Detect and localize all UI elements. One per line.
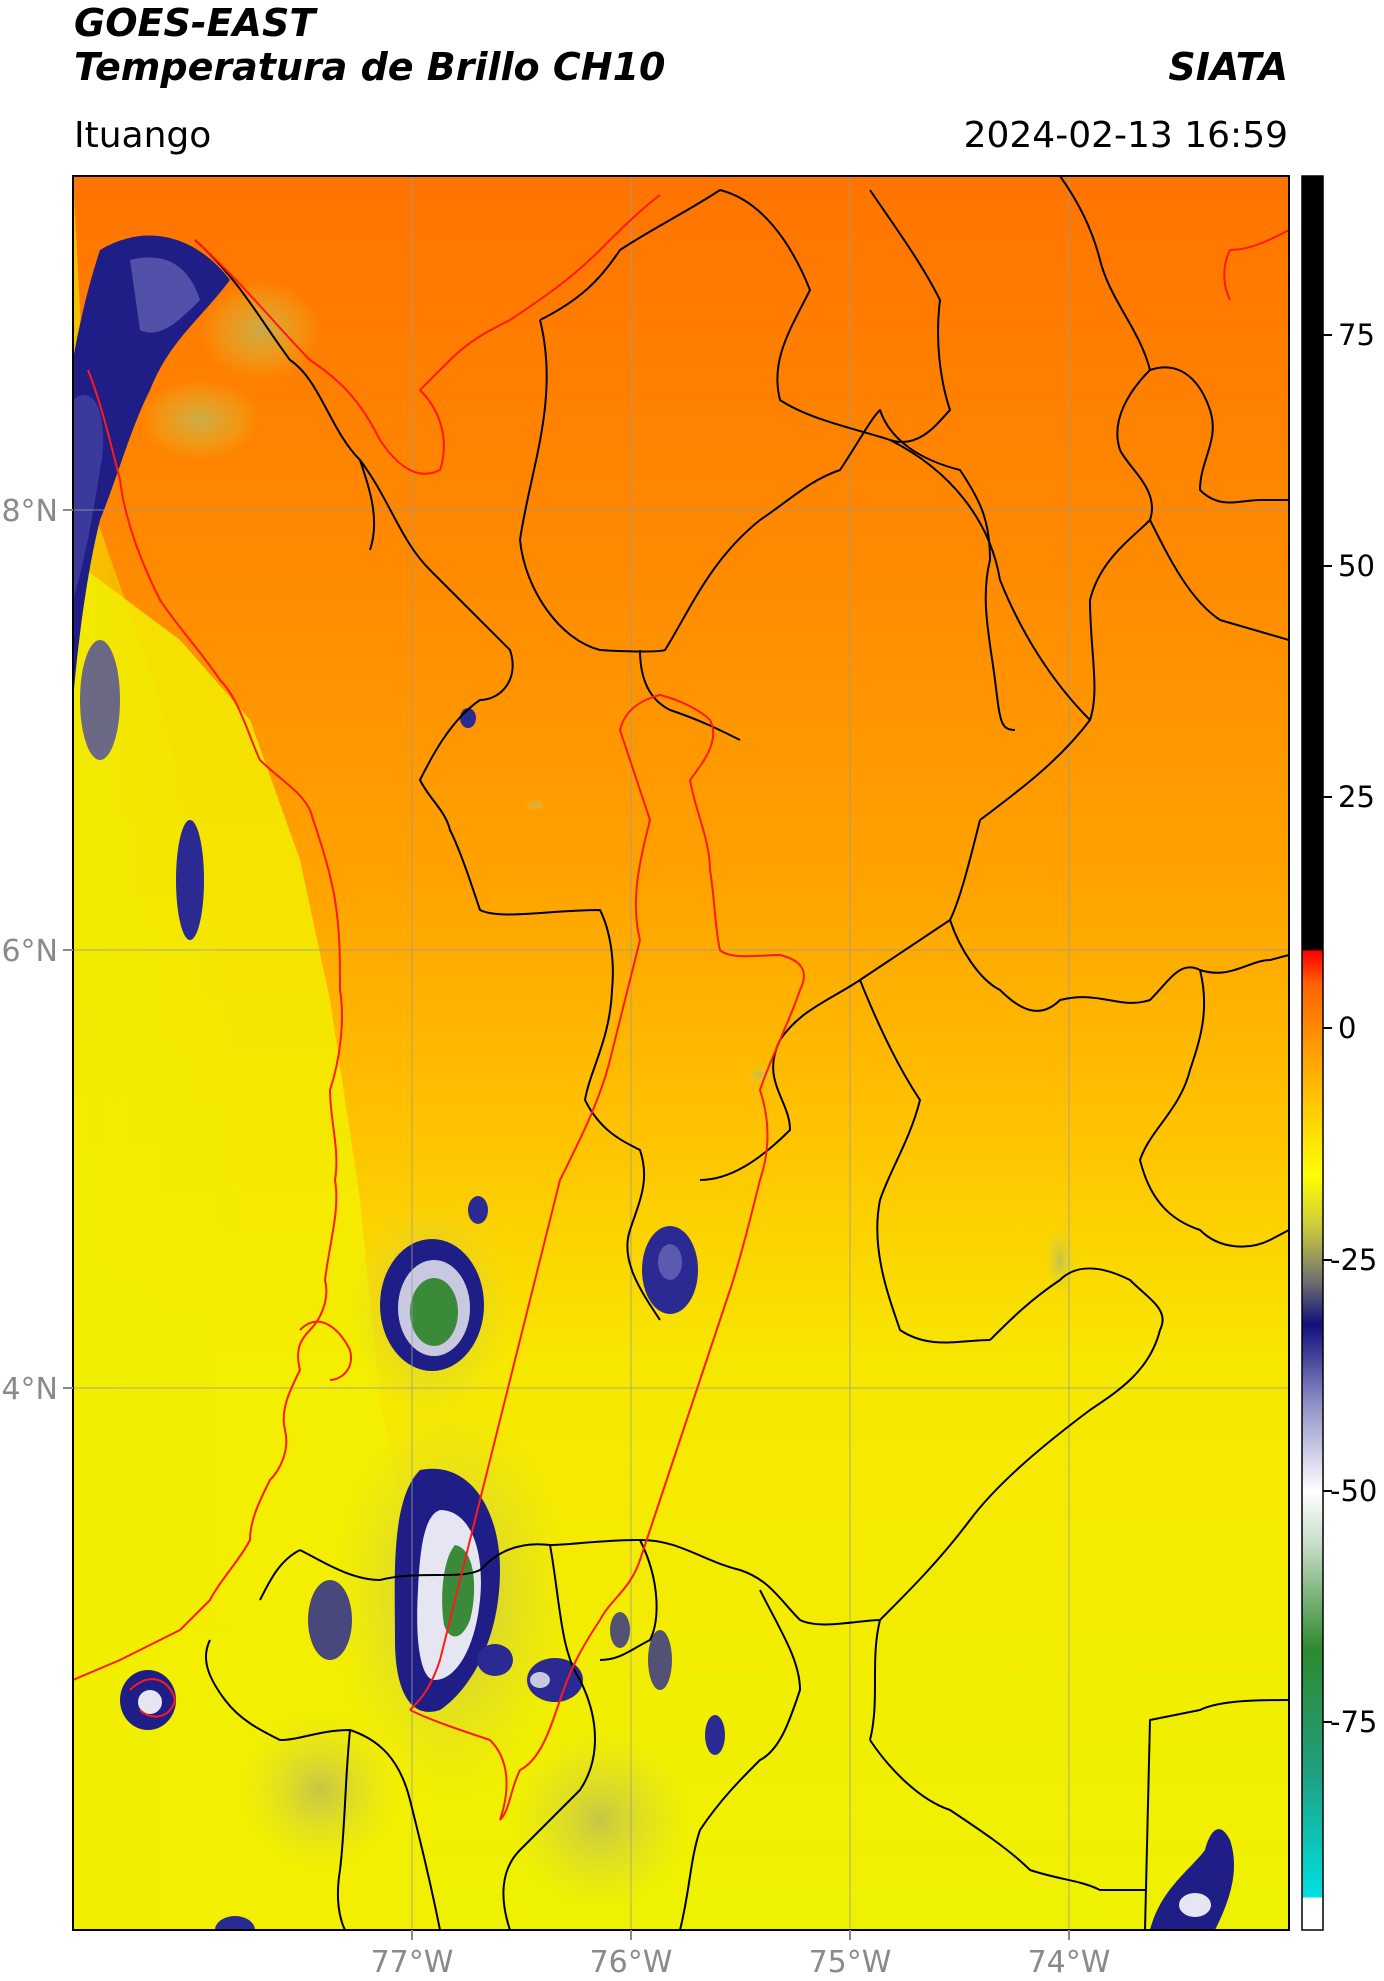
- cloud-cluster-south: [120, 1400, 725, 1930]
- colorbar-tick-label: 75: [1338, 318, 1375, 352]
- cloud-cluster-northwest: [73, 235, 320, 940]
- lon-tick-label: 75°W: [809, 1945, 892, 1980]
- colorbar-tick-label: 0: [1338, 1011, 1356, 1045]
- title-line-2: Temperatura de Brillo CH10: [74, 45, 666, 89]
- cloud-cluster-center-west: [348, 1200, 698, 1420]
- colorbar-tick-label: -75: [1330, 1705, 1377, 1739]
- longitude-ticks: 77°W 76°W 75°W 74°W: [371, 1930, 1111, 1980]
- cloud-cluster-southeast: [1150, 1829, 1235, 1930]
- title-line-1: GOES-EAST: [74, 1, 316, 45]
- coastline-and-basin: [73, 194, 1289, 1821]
- colorbar-tick-label: 50: [1338, 549, 1375, 583]
- colorbar: 75 50 25 0 -25 -50 -75: [1301, 175, 1377, 1931]
- datetime-label: 2024-02-13 16:59: [963, 115, 1288, 156]
- colorbar-tick-label: -50: [1330, 1474, 1377, 1508]
- map-frame: [72, 175, 1290, 1931]
- latitude-ticks: 8°N 6°N 4°N: [1, 494, 73, 1407]
- department-boundaries: [194, 176, 1289, 1930]
- colorbar-tick-label: 25: [1338, 780, 1375, 814]
- lat-tick-label: 6°N: [1, 934, 58, 969]
- colorbar-tick-label: -25: [1330, 1243, 1377, 1277]
- lon-tick-label: 74°W: [1028, 1945, 1111, 1980]
- lat-tick-label: 4°N: [1, 1372, 58, 1407]
- lat-tick-label: 8°N: [1, 494, 58, 529]
- organization-label: SIATA: [1168, 45, 1288, 89]
- lon-tick-label: 76°W: [590, 1945, 673, 1980]
- lon-tick-label: 77°W: [371, 1945, 454, 1980]
- graticule: [73, 176, 1289, 1930]
- colorbar-gradient: [1302, 176, 1323, 1930]
- map-area: [73, 176, 1289, 1930]
- region-label: Ituango: [74, 115, 212, 156]
